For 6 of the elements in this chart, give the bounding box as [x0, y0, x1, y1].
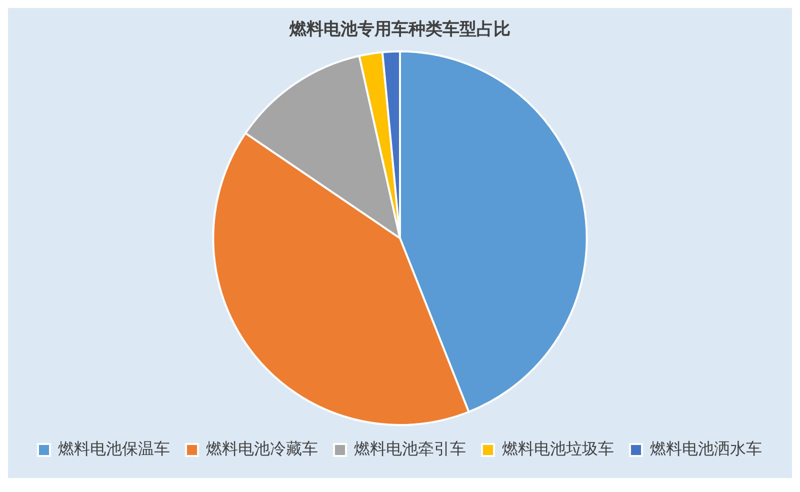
legend-label: 燃料电池牵引车	[354, 439, 466, 458]
chart-title: 燃料电池专用车种类车型占比	[288, 20, 510, 40]
legend-label: 燃料电池冷藏车	[206, 439, 318, 458]
legend-label: 燃料电池保温车	[58, 439, 170, 458]
legend-label: 燃料电池洒水车	[650, 439, 762, 458]
legend-label: 燃料电池垃圾车	[502, 439, 614, 458]
